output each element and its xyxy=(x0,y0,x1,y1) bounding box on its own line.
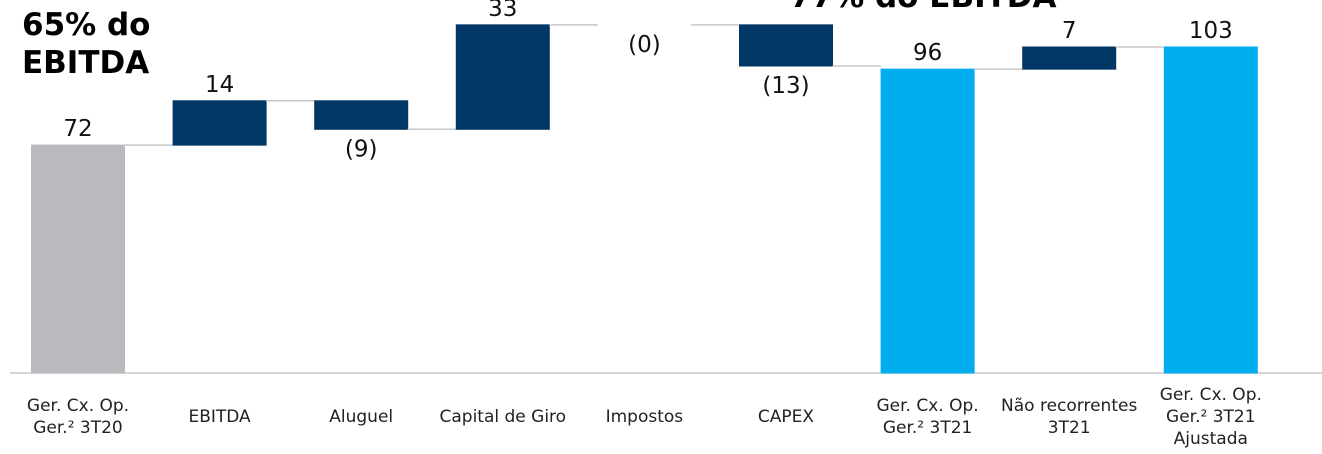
x-tick-label: CAPEX xyxy=(757,407,815,427)
bar xyxy=(455,24,550,130)
annotation: 77% do EBITDA xyxy=(790,0,1056,16)
bar xyxy=(31,144,125,374)
value-label: (0) xyxy=(628,32,661,58)
x-tick-label: Aluguel xyxy=(329,407,394,427)
value-label: 7 xyxy=(1062,18,1077,44)
value-label: 96 xyxy=(913,40,942,66)
x-tick-label: Ger. Cx. Op. Ger.² 3T21 Ajustada xyxy=(1159,385,1262,449)
annotation: 65% do EBITDA xyxy=(22,7,151,81)
value-label: (9) xyxy=(345,136,378,162)
bar xyxy=(314,100,409,130)
x-tick-label: Ger. Cx. Op. Ger.² 3T20 xyxy=(26,396,130,438)
value-label: 72 xyxy=(63,116,92,142)
bar xyxy=(1022,46,1117,70)
bar xyxy=(172,100,267,146)
bar xyxy=(880,68,975,374)
bar xyxy=(1163,46,1258,374)
x-tick-label: Não recorrentes 3T21 xyxy=(1001,396,1138,438)
x-tick-label: Impostos xyxy=(605,407,684,427)
value-label: 14 xyxy=(205,72,234,98)
bar xyxy=(739,24,833,67)
x-tick-label: Ger. Cx. Op. Ger.² 3T21 xyxy=(876,396,979,438)
value-label: (13) xyxy=(762,73,809,99)
x-tick-label: EBITDA xyxy=(188,407,251,427)
value-label: 33 xyxy=(488,0,517,22)
x-tick-label: Capital de Giro xyxy=(439,407,567,427)
value-label: 103 xyxy=(1189,18,1233,44)
